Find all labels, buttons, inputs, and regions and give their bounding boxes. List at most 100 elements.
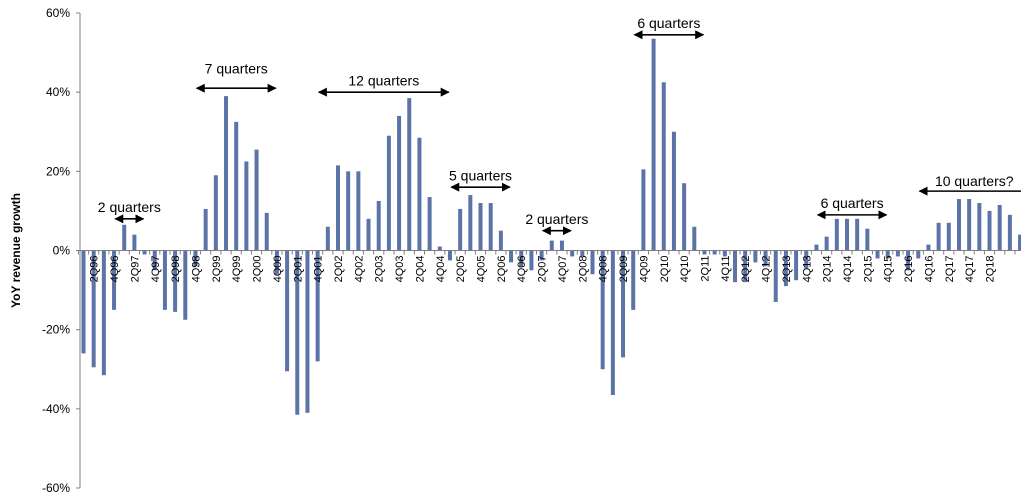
bar xyxy=(651,38,656,251)
y-tick-label: 0% xyxy=(53,244,71,258)
bar xyxy=(366,218,371,251)
x-tick-label: 4Q05 xyxy=(476,256,488,283)
bar xyxy=(468,195,473,251)
bar xyxy=(895,250,900,257)
bar xyxy=(529,250,534,271)
x-tick-label: 4Q98 xyxy=(190,256,202,283)
x-tick-label: 2Q13 xyxy=(781,256,793,283)
bar xyxy=(661,82,666,251)
bar xyxy=(682,183,687,251)
y-axis-title: YoY revenue growth xyxy=(9,193,23,308)
annotation-label: 2 quarters xyxy=(525,211,588,227)
x-tick-label: 2Q14 xyxy=(822,256,834,283)
bar xyxy=(447,250,452,261)
bar xyxy=(946,222,951,251)
x-tick-label: 4Q14 xyxy=(842,256,854,283)
x-tick-label: 2Q10 xyxy=(659,256,671,283)
y-tick-label: -20% xyxy=(42,323,70,337)
annotation-label: 10 quarters? xyxy=(935,173,1014,189)
bar xyxy=(336,165,340,251)
x-tick-label: 2Q00 xyxy=(252,256,264,283)
bar xyxy=(1018,234,1021,251)
annotation-label: 7 quarters xyxy=(205,60,268,76)
x-tick-label: 2Q16 xyxy=(903,256,915,283)
bar xyxy=(692,226,697,251)
x-tick-label: 4Q15 xyxy=(883,256,895,283)
annotation-label: 2 quarters xyxy=(98,199,161,215)
bar xyxy=(356,171,361,251)
bar xyxy=(875,250,880,259)
bar xyxy=(162,250,167,310)
annotation-label: 12 quarters xyxy=(348,72,419,88)
bar xyxy=(437,246,442,251)
bar xyxy=(397,115,402,251)
bar xyxy=(967,199,972,251)
bar xyxy=(386,135,391,251)
x-tick-label: 4Q96 xyxy=(109,256,121,283)
bar xyxy=(977,203,982,251)
bar xyxy=(295,250,300,415)
x-tick-label: 2Q01 xyxy=(292,256,304,283)
bar xyxy=(916,250,921,259)
x-tick-label: 2Q99 xyxy=(211,256,223,283)
bar xyxy=(213,175,218,251)
bar xyxy=(987,210,992,251)
bar xyxy=(580,250,585,257)
x-tick-label: 4Q97 xyxy=(150,256,162,283)
bar xyxy=(244,161,249,251)
y-tick-label: -40% xyxy=(42,402,70,416)
x-tick-label: 4Q06 xyxy=(516,256,528,283)
y-tick-label: 20% xyxy=(46,164,70,178)
bar xyxy=(101,250,106,376)
bar xyxy=(885,250,890,259)
bar xyxy=(956,199,961,251)
bar xyxy=(794,250,799,281)
bar xyxy=(763,250,768,267)
bar xyxy=(834,218,839,251)
bar xyxy=(671,131,676,251)
bar xyxy=(610,250,615,395)
bar xyxy=(865,228,870,251)
bar xyxy=(183,250,188,320)
annotation-label: 6 quarters xyxy=(637,15,700,31)
x-tick-label: 4Q09 xyxy=(638,256,650,283)
x-tick-label: 4Q13 xyxy=(801,256,813,283)
x-tick-label: 4Q11 xyxy=(720,256,732,282)
x-tick-label: 2Q04 xyxy=(414,256,426,283)
x-tick-label: 4Q16 xyxy=(923,256,935,283)
bar xyxy=(845,218,849,251)
bar xyxy=(315,250,320,362)
annotation-label: 5 quarters xyxy=(449,167,512,183)
bar xyxy=(132,234,137,251)
bar xyxy=(112,250,117,310)
bar xyxy=(936,222,941,251)
bar xyxy=(549,240,554,251)
x-tick-label: 4Q10 xyxy=(679,256,691,283)
bar xyxy=(773,250,778,302)
bar xyxy=(122,224,127,251)
bar xyxy=(264,212,269,251)
x-tick-label: 4Q01 xyxy=(313,256,325,283)
x-tick-label: 4Q99 xyxy=(231,256,243,283)
bar xyxy=(91,250,96,368)
bar xyxy=(274,250,279,275)
x-tick-label: 2Q18 xyxy=(985,256,997,283)
x-tick-label: 4Q17 xyxy=(964,256,976,283)
bar xyxy=(590,250,595,275)
bar xyxy=(906,250,911,271)
bar xyxy=(325,226,330,251)
bar xyxy=(305,250,310,413)
bar xyxy=(519,250,524,267)
bar xyxy=(641,169,646,251)
bar xyxy=(376,201,381,251)
bar xyxy=(173,250,178,312)
bar xyxy=(722,250,727,257)
bar xyxy=(600,250,605,370)
bar xyxy=(142,250,147,255)
bar xyxy=(814,244,819,251)
bar xyxy=(997,204,1002,251)
x-tick-label: 2Q97 xyxy=(129,256,141,283)
y-tick-label: -60% xyxy=(42,481,70,495)
bar xyxy=(285,250,290,372)
